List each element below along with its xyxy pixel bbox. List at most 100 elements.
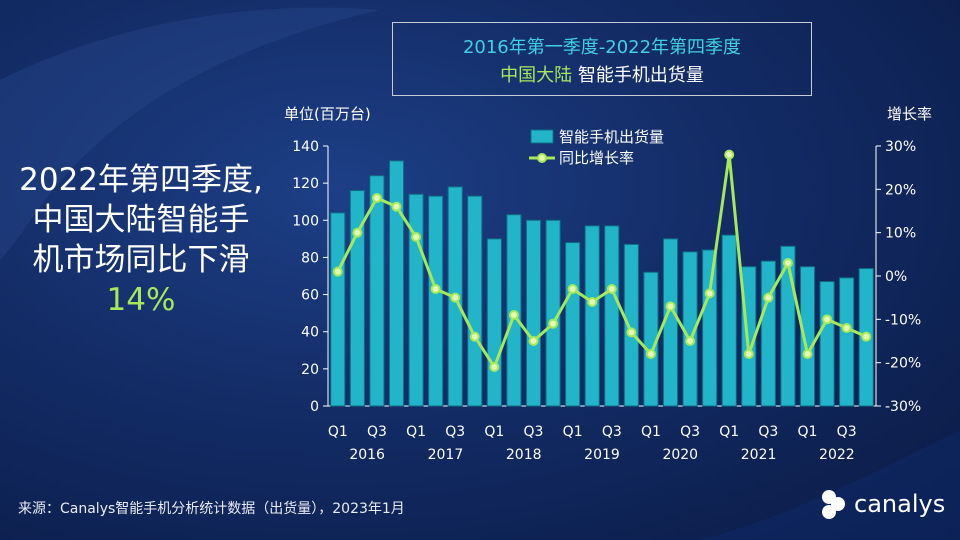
y-right-tick-label: 20% <box>885 182 916 198</box>
shipment-bar <box>525 219 542 407</box>
growth-point <box>645 349 656 359</box>
growth-point <box>469 331 480 342</box>
legend-line-label: 同比增长率 <box>559 149 634 167</box>
x-quarter-label: Q3 <box>680 424 700 440</box>
left-axis-label: 单位(百万台) <box>284 105 371 123</box>
shipment-bar <box>408 193 424 407</box>
y-left-tick-label: 80 <box>301 250 319 266</box>
y-right-tick-label: 10% <box>885 226 916 242</box>
x-year-label: 2018 <box>506 447 542 463</box>
growth-point <box>861 331 872 342</box>
growth-point <box>548 318 559 329</box>
growth-point <box>587 297 598 307</box>
shipment-bar <box>604 225 620 407</box>
x-quarter-label: Q1 <box>406 424 426 440</box>
growth-point <box>528 336 539 346</box>
growth-point <box>841 323 852 333</box>
growth-point <box>626 327 637 338</box>
headline: 2022年第四季度, 中国大陆智能手 机市场同比下滑 14% <box>0 160 282 320</box>
x-quarter-label: Q3 <box>367 424 387 440</box>
shipment-bar <box>839 277 855 407</box>
shipment-bar <box>349 190 365 407</box>
headline-line2: 中国大陆智能手 <box>32 202 250 238</box>
x-year-label: 2020 <box>662 447 698 463</box>
x-quarter-label: Q3 <box>758 424 778 440</box>
shipment-bar <box>721 234 737 407</box>
right-axis-label: 增长率 <box>887 105 932 123</box>
growth-line <box>336 153 867 369</box>
growth-point <box>430 284 441 294</box>
chart-title-box: 2016年第一季度-2022年第四季度 中国大陆 智能手机出货量 <box>392 22 812 96</box>
y-left-tick-label: 60 <box>301 288 319 304</box>
x-year-label: 2022 <box>819 447 855 463</box>
x-year-label: 2021 <box>741 447 777 463</box>
growth-point <box>802 349 813 359</box>
growth-point <box>391 201 402 212</box>
x-year-label: 2016 <box>349 447 385 463</box>
y-right-tick-label: 30% <box>885 139 916 155</box>
growth-point <box>352 227 363 238</box>
canalys-logo-text: canalys <box>854 490 946 518</box>
headline-line3: 机市场同比下滑 <box>32 242 250 278</box>
source-note: 来源：Canalys智能手机分析统计数据（出货量），2023年1月 <box>18 501 405 517</box>
growth-point <box>822 314 833 325</box>
shipment-bar <box>467 195 483 407</box>
y-left-tick-label: 120 <box>292 176 319 192</box>
x-quarter-label: Q1 <box>641 424 661 440</box>
y-left-tick-label: 140 <box>292 139 319 155</box>
x-year-label: 2017 <box>428 447 464 463</box>
x-quarter-label: Q3 <box>445 424 465 440</box>
y-right-tick-label: -10% <box>885 312 921 328</box>
headline-percentage: 14% <box>106 282 176 318</box>
shipment-bar <box>584 225 600 407</box>
x-quarter-label: Q1 <box>328 424 348 440</box>
y-left-tick-label: 100 <box>292 213 319 229</box>
growth-point <box>489 362 500 372</box>
shipment-bar <box>565 242 581 407</box>
growth-point <box>704 288 715 299</box>
x-quarter-label: Q1 <box>798 424 818 440</box>
growth-point <box>743 349 754 359</box>
legend-bar-label: 智能手机出货量 <box>559 128 664 146</box>
shipment-bar <box>623 243 639 407</box>
shipment-bar <box>330 212 346 407</box>
chart-title-region: 中国大陆 <box>500 65 573 86</box>
growth-point <box>763 292 774 303</box>
growth-point <box>606 284 617 294</box>
shipment-bar <box>702 249 718 407</box>
y-left-tick-label: 0 <box>310 399 319 415</box>
canalys-logo-icon <box>822 490 845 519</box>
growth-point <box>782 258 793 268</box>
growth-point <box>371 193 382 203</box>
shipment-bar <box>486 238 502 407</box>
headline-line1: 2022年第四季度, <box>19 162 263 198</box>
shipment-bar <box>428 195 444 407</box>
chart-title-metric: 智能手机出货量 <box>577 65 704 86</box>
x-quarter-label: Q3 <box>602 424 622 440</box>
y-right-tick-label: -30% <box>885 399 921 415</box>
y-right-tick-label: -20% <box>885 356 921 372</box>
growth-point <box>665 301 676 312</box>
shipment-bar <box>819 281 835 407</box>
x-quarter-label: Q3 <box>524 424 544 440</box>
x-quarter-label: Q1 <box>484 424 504 440</box>
growth-point <box>332 266 343 277</box>
y-left-tick-label: 40 <box>301 325 319 341</box>
legend-line-marker <box>537 153 547 163</box>
shipment-bar <box>369 175 385 407</box>
shipment-bar <box>760 260 776 407</box>
x-quarter-label: Q1 <box>719 424 739 440</box>
shipment-bar <box>388 160 405 407</box>
legend-bar-swatch <box>530 129 554 144</box>
y-right-tick-label: 0% <box>885 269 907 285</box>
chart-title-line2: 中国大陆 智能手机出货量 <box>393 61 811 87</box>
chart-title-line1: 2016年第一季度-2022年第四季度 <box>462 37 742 58</box>
y-left-tick-label: 20 <box>301 362 319 378</box>
chart-legend: 智能手机出货量 同比增长率 <box>529 128 664 167</box>
growth-point <box>685 336 696 346</box>
growth-point <box>411 232 422 242</box>
x-quarter-label: Q1 <box>563 424 583 440</box>
growth-point <box>567 284 578 294</box>
